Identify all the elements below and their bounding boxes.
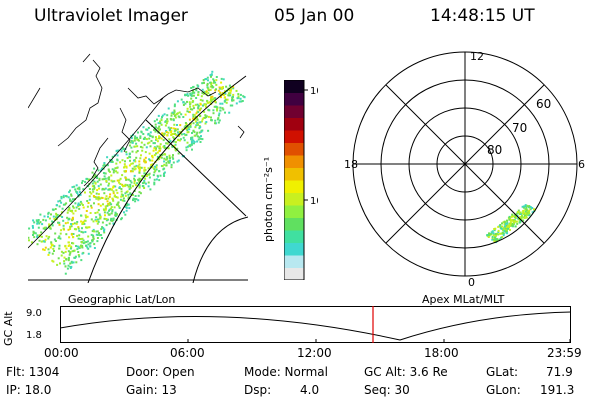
time-tick-2359: 23:59 [547,346,582,360]
colorbar: 1000 100 [284,80,318,280]
colorbar-cell [284,255,304,268]
colorbar-tick-1000: 1000 [310,86,318,97]
altitude-tick-9: 9.0 [26,308,42,319]
lat-label-70: 70 [512,121,527,135]
altitude-axis-label: GC Alt [2,311,15,346]
geographic-image-panel [28,53,248,283]
altitude-plot [60,306,572,343]
time-tick-0600: 06:00 [170,346,205,360]
colorbar-cell [284,205,304,218]
colorbar-cell [284,242,304,256]
flight-number: Flt: 1304 [6,365,60,379]
polar-plot: 12 18 6 0 60 70 80 [344,50,585,289]
door-status: Door: Open [126,365,195,379]
colorbar-cell [284,92,304,106]
colorbar-cell [284,117,304,131]
colorbar-cell [284,192,304,206]
colorbar-unit-label: photon cm⁻²s⁻¹ [262,156,275,242]
mlt-label-18: 18 [344,158,358,171]
colorbar-gradient [284,80,304,280]
date-label: 05 Jan 00 [274,6,355,26]
aurora-emission-left [28,70,246,275]
right-panel-caption: Apex MLat/MLT [422,293,505,306]
seq-value: Seq: 30 [364,383,410,397]
lat-label-60: 60 [536,97,551,111]
lat-label-80: 80 [487,143,502,157]
colorbar-cell [284,105,304,118]
glat-value: 71.9 [546,365,573,379]
aurora-emission-polar [486,204,536,244]
dsp-label: Dsp: [244,383,272,397]
mlt-label-12: 12 [470,50,484,63]
altitude-tick-1-8: 1.8 [26,330,42,341]
colorbar-cell [284,80,304,93]
glat-label: GLat: [486,365,519,379]
instrument-title: Ultraviolet Imager [34,6,188,26]
colorbar-tick-100: 100 [310,196,318,207]
time-tick-0000: 00:00 [44,346,79,360]
mlt-label-6: 6 [578,158,585,171]
colorbar-cell [284,217,304,231]
gain-value: Gain: 13 [126,383,177,397]
ip-value: IP: 18.0 [6,383,52,397]
glon-value: 191.3 [540,383,575,397]
colorbar-cell [284,267,304,280]
left-panel-caption: Geographic Lat/Lon [68,293,176,306]
time-label: 14:48:15 UT [430,6,535,26]
colorbar-cell [284,180,304,193]
colorbar-cell [284,167,304,181]
colorbar-cell [284,130,304,143]
mode-status: Mode: Normal [244,365,328,379]
time-tick-1800: 18:00 [424,346,459,360]
gc-altitude: GC Alt: 3.6 Re [364,365,448,379]
colorbar-cell [284,155,304,168]
glon-label: GLon: [486,383,521,397]
time-tick-1200: 12:00 [297,346,332,360]
dsp-value: 4.0 [300,383,320,397]
colorbar-cell [284,142,304,156]
mlt-label-0: 0 [468,276,475,289]
colorbar-cell [284,230,304,243]
